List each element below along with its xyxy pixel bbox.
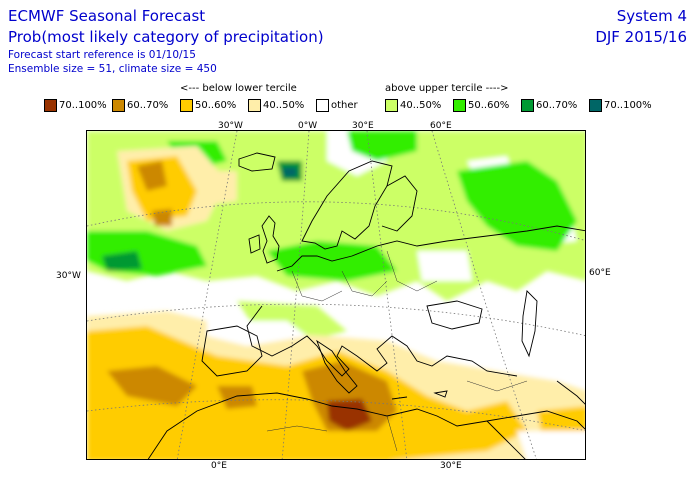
legend-swatch <box>44 98 57 112</box>
legend-item: 50..60% <box>180 97 236 113</box>
legend-item: 50..60% <box>453 97 509 113</box>
legend-swatch <box>248 98 261 112</box>
field-above-50 <box>347 131 417 161</box>
legend-swatch <box>180 98 193 112</box>
legend-label: 40..50% <box>400 99 442 111</box>
legend: 70..100% 60..70% 50..60% 40..50% other 4… <box>0 97 697 115</box>
legend-item: 70..100% <box>44 97 107 113</box>
legend-item: 40..50% <box>385 97 441 113</box>
system-label: System 4 <box>616 7 687 25</box>
field-below-50 <box>87 326 527 459</box>
field-below-60 <box>217 386 257 409</box>
lon-label-bottom: 30°E <box>440 461 462 471</box>
forecast-map <box>86 130 586 460</box>
coastlines <box>147 152 585 459</box>
legend-swatch <box>589 98 602 112</box>
legend-label: 40..50% <box>263 99 305 111</box>
field-other <box>517 431 585 459</box>
forecast-reference: Forecast start reference is 01/10/15 <box>8 49 196 61</box>
field-other <box>417 251 472 281</box>
legend-label: 70..100% <box>604 99 652 111</box>
legend-swatch <box>453 98 466 112</box>
field-below-60 <box>137 161 167 191</box>
legend-label: 50..60% <box>468 99 510 111</box>
lon-label-top: 30°W <box>218 121 243 131</box>
legend-item: 40..50% <box>248 97 304 113</box>
legend-item: other <box>316 97 358 113</box>
lat-label-left: 30°W <box>56 271 81 281</box>
legend-label: 60..70% <box>127 99 169 111</box>
legend-label: other <box>331 99 358 111</box>
legend-item: 70..100% <box>589 97 652 113</box>
field-below-60 <box>302 361 397 431</box>
legend-label: 50..60% <box>195 99 237 111</box>
legend-item: 60..70% <box>112 97 168 113</box>
borders <box>266 250 528 452</box>
legend-label: 60..70% <box>536 99 578 111</box>
graticule <box>87 131 585 459</box>
lon-label-top: 60°E <box>430 121 452 131</box>
field-below-60 <box>152 209 172 226</box>
legend-label: 70..100% <box>59 99 107 111</box>
legend-below-heading: <--- below lower tercile <box>180 83 297 94</box>
subtitle: Prob(most likely category of precipitati… <box>8 28 324 46</box>
season-label: DJF 2015/16 <box>595 28 687 46</box>
probability-fields <box>87 131 585 459</box>
field-other <box>437 306 585 381</box>
legend-item: 60..70% <box>521 97 577 113</box>
ensemble-size: Ensemble size = 51, climate size = 450 <box>8 63 217 75</box>
lon-label-top: 0°W <box>298 121 318 131</box>
field-above-50 <box>457 161 577 251</box>
legend-swatch <box>521 98 534 112</box>
field-above-60 <box>102 251 142 271</box>
title: ECMWF Seasonal Forecast <box>8 7 206 25</box>
field-below-40 <box>197 171 237 206</box>
map-canvas <box>87 131 585 459</box>
legend-swatch <box>385 98 398 112</box>
legend-swatch <box>316 98 329 112</box>
legend-above-heading: above upper tercile ----> <box>385 83 509 94</box>
lon-label-bottom: 0°E <box>211 461 227 471</box>
legend-swatch <box>112 98 125 112</box>
lon-label-top: 30°E <box>352 121 374 131</box>
lon-label-right: 60°E <box>589 268 611 278</box>
field-below-60 <box>107 366 197 406</box>
field-above-70 <box>282 167 297 177</box>
